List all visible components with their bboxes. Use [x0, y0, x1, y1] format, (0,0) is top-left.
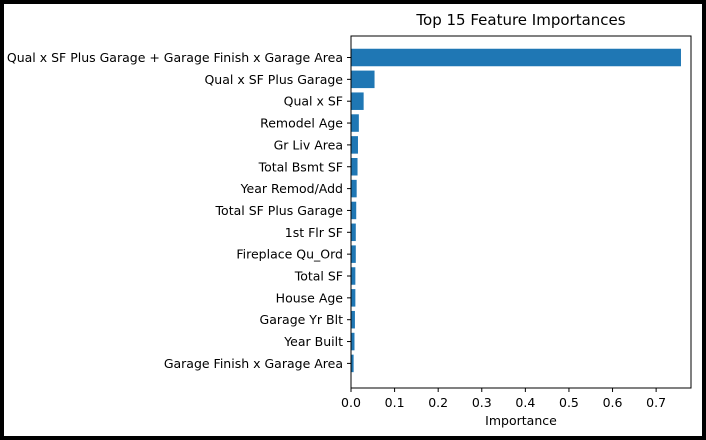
bar — [351, 223, 356, 242]
y-tick-label: Total Bsmt SF — [258, 159, 343, 174]
bar — [351, 332, 355, 351]
x-tick-label: 0.4 — [515, 395, 535, 410]
x-tick-label: 0.6 — [603, 395, 623, 410]
bar — [351, 245, 356, 263]
x-tick-label: 0.1 — [385, 395, 405, 410]
y-tick-label: Gr Liv Area — [274, 137, 343, 152]
y-tick-label: Remodel Age — [260, 116, 343, 131]
y-tick-label: 1st Flr SF — [285, 225, 343, 240]
bar — [351, 179, 357, 198]
y-tick-label: Total SF — [294, 269, 343, 284]
bars-group — [351, 48, 681, 373]
y-tick-label: Fireplace Qu_Ord — [236, 247, 343, 262]
bar — [351, 114, 359, 132]
bar — [351, 310, 355, 329]
x-tick-labels: 0.0 0.1 0.2 0.3 0.4 0.5 0.6 0.7 — [341, 388, 666, 410]
x-tick-label: 0.3 — [472, 395, 492, 410]
bar — [351, 289, 356, 307]
y-tick-label: Year Built — [283, 334, 343, 349]
y-tick-label: House Age — [276, 290, 344, 305]
y-tick-label: Year Remod/Add — [240, 181, 343, 196]
chart-title: Top 15 Feature Importances — [415, 11, 625, 29]
y-tick-label: Garage Finish x Garage Area — [164, 356, 343, 371]
y-tick-label: Total SF Plus Garage — [215, 203, 344, 218]
x-tick-label: 0.0 — [341, 395, 361, 410]
bar — [351, 158, 358, 176]
x-tick-label: 0.2 — [428, 395, 448, 410]
y-tick-label: Qual x SF — [284, 94, 343, 109]
plot-area-border — [350, 35, 692, 389]
bar — [351, 267, 356, 285]
bar — [351, 201, 357, 220]
x-tick-label: 0.7 — [646, 395, 666, 410]
bar — [351, 354, 354, 373]
y-tick-label: Garage Yr Blt — [260, 312, 344, 327]
y-tick-label: Qual x SF Plus Garage + Garage Finish x … — [7, 50, 343, 65]
bar — [351, 92, 364, 110]
x-tick-label: 0.5 — [559, 395, 579, 410]
y-tick-label: Qual x SF Plus Garage — [204, 72, 343, 87]
bar — [351, 136, 358, 154]
bar — [351, 48, 681, 67]
y-tick-labels: Qual x SF Plus Garage + Garage Finish x … — [7, 50, 351, 371]
bar — [351, 70, 375, 89]
x-axis-label: Importance — [485, 413, 557, 428]
